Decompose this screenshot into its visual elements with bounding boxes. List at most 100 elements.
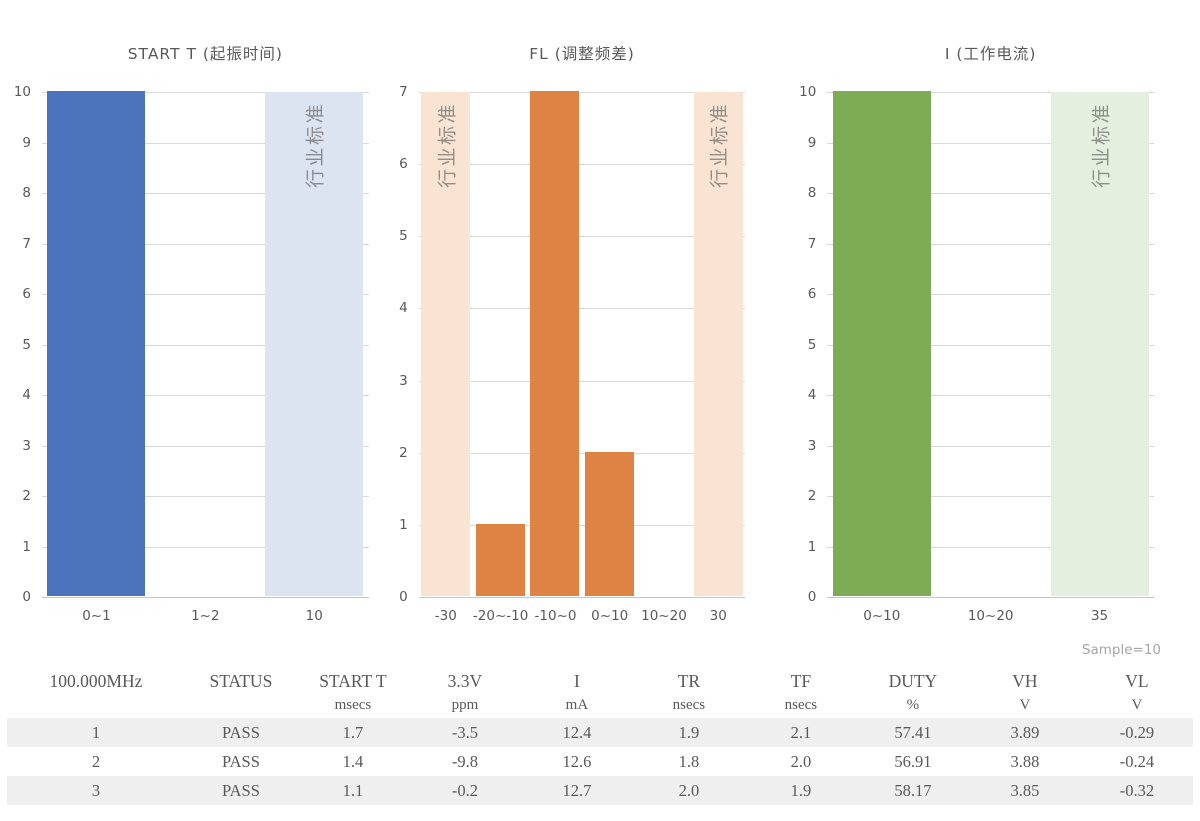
gridline bbox=[827, 142, 1155, 144]
data-bar bbox=[832, 91, 931, 596]
column-header: STATUS bbox=[185, 662, 297, 718]
gridline bbox=[42, 496, 369, 497]
column-unit: nsecs bbox=[672, 697, 706, 713]
y-tick-label: 5 bbox=[22, 336, 31, 353]
gridline bbox=[827, 243, 1155, 245]
y-tick-label: 6 bbox=[399, 156, 408, 173]
x-axis-label: -30 bbox=[434, 608, 457, 624]
y-tick-label: 10 bbox=[799, 84, 817, 100]
data-bar bbox=[584, 451, 634, 596]
x-axis-label: 0~10 bbox=[863, 608, 901, 624]
y-tick-label: 2 bbox=[22, 488, 31, 504]
y-axis: 0 1 2 3 4 5 6 7 bbox=[377, 84, 419, 605]
table-row: 1 PASS 1.7 -3.5 12.4 1.9 2.1 57.41 3.89 -0.29 bbox=[7, 718, 1193, 747]
y-tick-label: 0 bbox=[399, 589, 408, 605]
y-tick-label: 0 bbox=[22, 589, 31, 605]
y-tick-label: 6 bbox=[22, 286, 31, 302]
column-unit bbox=[185, 694, 297, 718]
column-label: TF bbox=[790, 671, 812, 691]
x-axis-label: 1~2 bbox=[191, 608, 220, 624]
x-axis-label: 10~20 bbox=[967, 608, 1014, 624]
table-cell: 1.4 bbox=[342, 752, 364, 771]
table-cell: 3 bbox=[91, 781, 101, 800]
x-axis: 0~1 1~2 10 bbox=[0, 597, 369, 624]
y-tick-label: 2 bbox=[807, 488, 817, 504]
x-axis-label: -10~0 bbox=[534, 608, 577, 624]
column-header: START T msecs bbox=[297, 662, 409, 718]
table-cell: 1.8 bbox=[678, 752, 700, 771]
gridline bbox=[827, 395, 1155, 396]
column-header: 100.000MHz bbox=[7, 662, 185, 718]
chart-fl: FL (调整频差) 0 1 2 3 4 5 6 7 行业标准 行业标准 -30 -20~-10 -1… bbox=[377, 0, 786, 624]
industry-standard-band: 行业标准 bbox=[421, 92, 471, 596]
column-label: STATUS bbox=[209, 671, 273, 691]
gridline bbox=[42, 92, 369, 93]
gridline bbox=[418, 92, 746, 93]
table-cell: -0.29 bbox=[1119, 723, 1155, 742]
gridline bbox=[827, 445, 1155, 447]
column-label: 100.000MHz bbox=[49, 671, 143, 691]
table-cell: 1 bbox=[91, 723, 101, 742]
gridline bbox=[418, 164, 746, 166]
chart-title: START T (起振时间) bbox=[127, 45, 283, 63]
column-label: I bbox=[573, 671, 580, 691]
table-cell: PASS bbox=[221, 723, 260, 742]
column-header: DUTY% bbox=[857, 662, 969, 718]
column-header: TR nsecs bbox=[633, 662, 745, 718]
x-axis: 0~10 10~20 35 bbox=[785, 597, 1154, 624]
plot: 行业标准 bbox=[827, 91, 1155, 598]
industry-standard-label: 行业标准 bbox=[1090, 101, 1113, 189]
x-axis-label: 10 bbox=[305, 608, 323, 624]
x-axis-label: 0~10 bbox=[591, 608, 629, 624]
gridline bbox=[42, 243, 369, 245]
column-unit: mA bbox=[565, 697, 589, 713]
gridline bbox=[42, 344, 369, 346]
y-tick-label: 9 bbox=[807, 134, 817, 151]
gridline bbox=[418, 524, 746, 526]
column-unit: ppm bbox=[451, 697, 479, 713]
y-tick-label: 0 bbox=[807, 589, 817, 605]
table-body: 1 PASS 1.7 -3.5 12.4 1.9 2.1 57.41 3.89 -0.29 2 PAS… bbox=[7, 718, 1193, 805]
chart-current: I (工作电流) 0 1 2 3 4 5 6 7 8 9 10 行业标准 0~10 10~20 35 bbox=[785, 0, 1200, 624]
y-tick-label: 8 bbox=[22, 185, 31, 201]
column-label: 3.3V bbox=[447, 671, 483, 691]
industry-standard-band: 行业标准 bbox=[265, 92, 364, 596]
y-tick-label: 7 bbox=[807, 235, 817, 252]
column-unit: V bbox=[1131, 697, 1143, 713]
column-label: DUTY bbox=[888, 671, 938, 691]
column-unit: % bbox=[906, 697, 920, 713]
x-axis-label: 10~20 bbox=[641, 608, 687, 624]
y-axis: 0 1 2 3 4 5 6 7 8 9 10 bbox=[0, 84, 42, 605]
table-cell: 1.7 bbox=[342, 723, 364, 742]
table-cell: 1.1 bbox=[342, 781, 364, 800]
table-cell: 12.7 bbox=[562, 781, 592, 800]
table-cell: -0.32 bbox=[1119, 781, 1155, 800]
table-cell: PASS bbox=[221, 752, 260, 771]
x-axis-line bbox=[827, 597, 1155, 598]
industry-standard-band: 行业标准 bbox=[1050, 92, 1149, 596]
gridline bbox=[418, 380, 746, 382]
gridline bbox=[418, 308, 746, 310]
chart-plot-area: 0 1 2 3 4 5 6 7 8 9 10 行业标准 bbox=[785, 84, 1155, 605]
y-tick-label: 1 bbox=[807, 538, 817, 555]
table-row: 3 PASS 1.1 -0.2 12.7 2.0 1.9 58.17 3.85 -0.32 bbox=[7, 776, 1193, 805]
table-row: 2 PASS 1.4 -9.8 12.6 1.8 2.0 56.91 3.88 -0.24 bbox=[7, 747, 1193, 776]
data-bar bbox=[47, 91, 146, 596]
table-cell: -3.5 bbox=[451, 723, 478, 742]
x-axis-label: 35 bbox=[1090, 608, 1109, 624]
gridline bbox=[42, 546, 369, 548]
y-tick-label: 7 bbox=[22, 235, 31, 252]
column-label: START T bbox=[319, 671, 387, 691]
chart-start-t: START T (起振时间) 0 1 2 3 4 5 6 7 8 9 10 行业标准 0~1 1~2 1… bbox=[0, 0, 377, 624]
x-axis-label: 30 bbox=[709, 608, 727, 624]
table-cell: 2 bbox=[91, 752, 101, 771]
charts-row: START T (起振时间) 0 1 2 3 4 5 6 7 8 9 10 行业标准 0~1 1~2 1… bbox=[0, 0, 1200, 624]
gridline bbox=[827, 546, 1155, 548]
data-bar bbox=[475, 523, 525, 596]
y-tick-label: 3 bbox=[22, 437, 31, 454]
y-axis: 0 1 2 3 4 5 6 7 8 9 10 bbox=[785, 84, 827, 605]
column-unit: V bbox=[1019, 697, 1031, 713]
